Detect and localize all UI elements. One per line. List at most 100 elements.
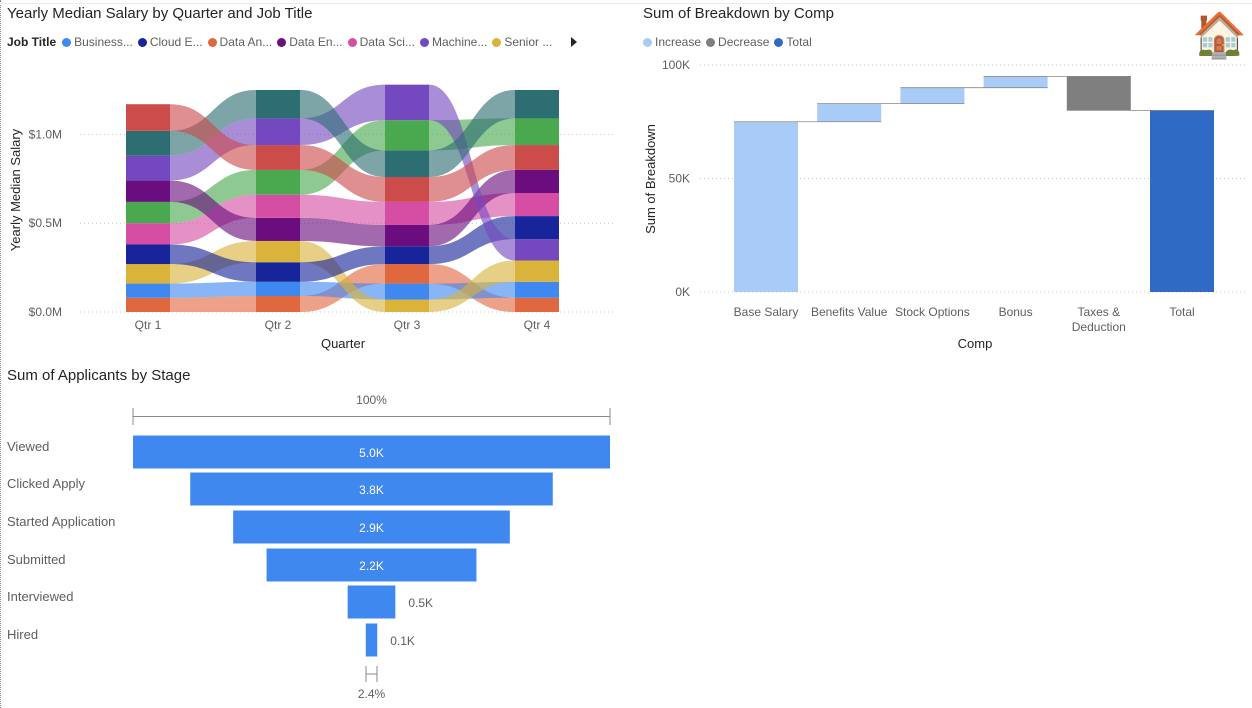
ribbon-chart-visual[interactable]: Yearly Median Salary by Quarter and Job … [0,0,630,360]
ribbon-flow-band[interactable] [170,90,256,156]
funnel-bar[interactable] [347,585,396,619]
ribbon-segment[interactable] [515,169,559,194]
waterfall-bar[interactable] [1150,110,1214,293]
ribbon-flow-band[interactable] [429,145,515,202]
ribbon-segment[interactable] [256,194,300,218]
waterfall-legend-item[interactable]: Total [774,35,812,49]
ribbon-y-tick-label: $1.0M [29,127,62,141]
ribbon-segment[interactable] [126,180,170,202]
funnel-top-bracket [132,408,611,425]
ribbon-segment[interactable] [385,201,429,225]
ribbon-legend-item[interactable]: Cloud E... [137,35,203,49]
funnel-bar[interactable] [233,510,510,544]
ribbon-segment[interactable] [515,145,559,170]
ribbon-flow-band[interactable] [300,90,385,178]
ribbon-segment[interactable] [385,84,429,121]
ribbon-flow-band[interactable] [300,194,385,225]
ribbon-legend-swatch [419,37,429,47]
waterfall-legend-swatch [774,37,784,47]
ribbon-legend-item[interactable]: Data En... [277,35,343,49]
ribbon-segment[interactable] [256,217,300,241]
ribbon-segment[interactable] [385,246,429,265]
ribbon-flow-band[interactable] [170,296,256,312]
funnel-chart-svg: 100% Viewed 5.0K Clicked Apply 3.8K Started A… [7,393,611,701]
ribbon-segment[interactable] [515,193,559,217]
ribbon-flow-band[interactable] [170,244,256,282]
ribbon-flow-band[interactable] [170,169,256,224]
waterfall-bar[interactable] [900,87,965,104]
ribbon-segment[interactable] [515,118,559,146]
ribbon-flow-band[interactable] [429,90,515,178]
ribbon-segment[interactable] [515,297,559,312]
ribbon-y-axis-title: Yearly Median Salary [8,128,23,251]
funnel-stage-label: Clicked Apply [7,476,86,491]
ribbon-segment[interactable] [256,90,300,119]
ribbon-segment[interactable] [385,177,429,202]
waterfall-bar[interactable] [1066,76,1131,111]
ribbon-segment[interactable] [515,90,559,119]
ribbon-segment[interactable] [126,283,170,298]
ribbon-legend-item[interactable]: Business... [62,35,133,49]
funnel-bar[interactable] [133,435,610,469]
ribbon-segment[interactable] [256,281,300,297]
waterfall-y-tick-label: 0K [675,285,690,299]
ribbon-segment[interactable] [385,120,429,151]
ribbon-segment[interactable] [385,150,429,178]
ribbon-flow-band[interactable] [429,169,515,247]
ribbon-flow-band[interactable] [170,281,256,298]
ribbon-legend-item[interactable]: Senior ... [492,35,552,49]
funnel-bar[interactable] [266,548,477,582]
ribbon-segment[interactable] [126,223,170,245]
ribbon-segment[interactable] [515,216,559,240]
ribbon-legend-item[interactable]: Data Sci... [347,35,415,49]
ribbon-segment[interactable] [385,224,429,247]
ribbon-segment[interactable] [256,240,300,263]
ribbon-segment[interactable] [256,296,300,312]
waterfall-legend-label: Decrease [718,35,770,49]
ribbon-legend-swatch [137,37,147,47]
ribbon-segment[interactable] [515,239,559,261]
waterfall-bar[interactable] [983,76,1048,88]
ribbon-chart-svg: $0.0M $0.5M $1.0M Yearly Median Salary Qtr 1… [8,84,615,351]
waterfall-bar[interactable] [734,121,798,292]
ribbon-segment[interactable] [126,244,170,265]
ribbon-segment[interactable] [126,201,170,224]
ribbon-flow-band[interactable] [170,104,256,170]
ribbon-segment[interactable] [256,169,300,195]
waterfall-legend-item[interactable]: Increase [643,35,701,49]
waterfall-bar[interactable] [817,103,882,122]
ribbon-segment[interactable] [126,264,170,284]
ribbon-segment[interactable] [385,264,429,284]
ribbon-segment[interactable] [126,104,170,131]
ribbon-flow-band[interactable] [300,217,385,247]
ribbon-flow-band[interactable] [300,246,385,282]
waterfall-x-tick-label: Stock Options [895,305,970,319]
ribbon-segment[interactable] [126,130,170,156]
waterfall-x-tick-label: Taxes & Deduction [1072,305,1126,334]
ribbon-segment[interactable] [515,281,559,298]
ribbon-legend-item[interactable]: Machine... [419,35,487,49]
legend-next-arrow-icon[interactable] [571,37,578,47]
ribbon-segment[interactable] [256,262,300,282]
ribbon-legend-swatch [492,37,502,47]
funnel-bar[interactable] [365,623,378,657]
ribbon-legend-item[interactable]: Data An... [207,35,272,49]
ribbon-segment[interactable] [385,299,429,312]
ribbon-segment[interactable] [515,260,559,282]
waterfall-chart-visual[interactable]: Sum of Breakdown by Comp Increase Decreas… [632,0,1252,360]
funnel-bar[interactable] [190,472,553,506]
ribbon-flow-band[interactable] [300,240,385,312]
ribbon-flow-band[interactable] [429,260,515,312]
ribbon-segment[interactable] [126,155,170,181]
ribbon-segment[interactable] [126,297,170,312]
waterfall-chart-title: Sum of Breakdown by Comp [643,5,834,22]
ribbon-flow-band[interactable] [170,180,256,241]
ribbon-segment[interactable] [256,145,300,170]
funnel-chart-visual[interactable]: Sum of Applicants by Stage 100% Viewed 5.0… [0,362,630,708]
ribbon-flow-band[interactable] [300,120,385,195]
ribbon-segment[interactable] [256,118,300,146]
waterfall-legend-item[interactable]: Decrease [706,35,769,49]
ribbon-flow-band[interactable] [300,145,385,202]
ribbon-flow-band[interactable] [300,84,385,146]
ribbon-segment[interactable] [385,283,429,300]
